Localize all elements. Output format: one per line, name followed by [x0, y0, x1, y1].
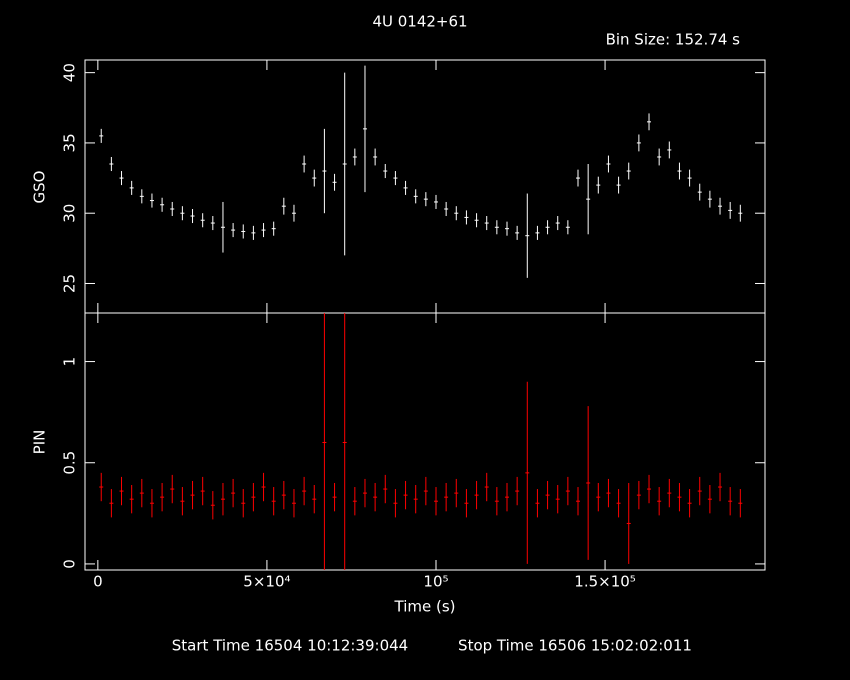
- x-tick-label: 5×10⁴: [243, 573, 290, 591]
- stop-time: Stop Time 16506 15:02:02:011: [458, 637, 692, 655]
- x-tick-label: 1.5×10⁵: [574, 573, 636, 591]
- y-axis-label: PIN: [31, 430, 49, 455]
- y-tick-label: 35: [61, 133, 79, 152]
- y-tick-label: 0: [61, 559, 79, 569]
- x-tick-label: 0: [93, 573, 103, 591]
- plot-area: [99, 65, 743, 278]
- chart-title: 4U 0142+61: [372, 13, 467, 31]
- plot-frame: [84, 312, 766, 571]
- y-tick-label: 1: [61, 357, 79, 367]
- y-tick-label: 40: [61, 63, 79, 82]
- subtitle: Bin Size: 152.74 s: [606, 31, 741, 49]
- y-tick-label: 25: [61, 274, 79, 293]
- start-time: Start Time 16504 10:12:39:044: [172, 637, 408, 655]
- y-tick-label: 30: [61, 204, 79, 223]
- plot-area: [99, 313, 743, 570]
- plot-frame: [84, 59, 766, 314]
- x-axis-label: Time (s): [394, 598, 456, 616]
- y-axis-label: GSO: [31, 171, 49, 204]
- x-tick-label: 10⁵: [423, 573, 448, 591]
- y-tick-label: 0.5: [61, 451, 79, 475]
